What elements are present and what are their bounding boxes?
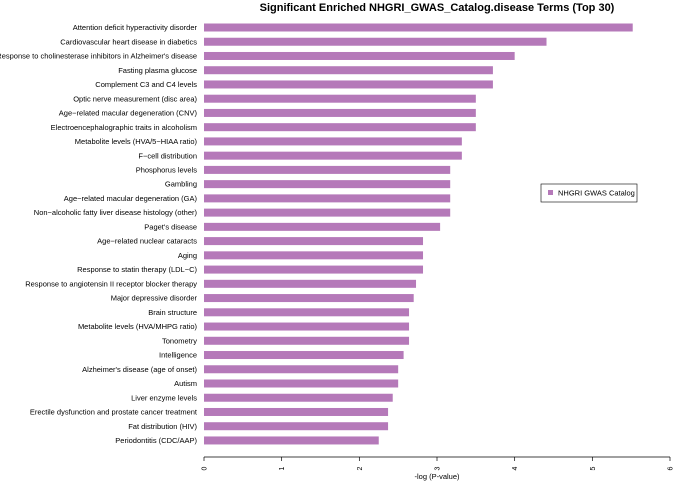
category-label: Non−alcoholic fatty liver disease histol… bbox=[34, 208, 198, 217]
bar bbox=[204, 393, 393, 402]
category-label: Autism bbox=[174, 379, 197, 388]
category-label: Paget's disease bbox=[144, 222, 197, 231]
category-label: Metabolite levels (HVA/MHPG ratio) bbox=[78, 322, 198, 331]
category-label: Erectile dysfunction and prostate cancer… bbox=[30, 408, 198, 417]
category-label: Attention deficit hyperactivity disorder bbox=[73, 23, 198, 32]
bar bbox=[204, 336, 410, 345]
category-label: Gambling bbox=[165, 180, 197, 189]
x-tick-label: 0 bbox=[202, 466, 209, 470]
x-axis: 0 1 2 3 4 5 6 bbox=[202, 456, 675, 470]
bar bbox=[204, 51, 515, 60]
category-label: Age−related nuclear cataracts bbox=[97, 237, 197, 246]
bar bbox=[204, 23, 633, 32]
bar bbox=[204, 180, 451, 189]
bar bbox=[204, 265, 424, 274]
bar bbox=[204, 222, 441, 231]
category-label: Age−related macular degeneration (GA) bbox=[64, 194, 198, 203]
category-label: Electroencephalographic traits in alcoho… bbox=[51, 123, 197, 132]
legend-swatch bbox=[548, 190, 553, 195]
bar bbox=[204, 251, 424, 260]
category-label: Cardiovascular heart disease in diabetic… bbox=[60, 37, 197, 46]
bars-group bbox=[204, 23, 633, 445]
bar bbox=[204, 165, 451, 174]
bar bbox=[204, 194, 451, 203]
x-axis-label: -log (P-value) bbox=[414, 472, 460, 481]
bar bbox=[204, 123, 476, 132]
x-tick-label: 1 bbox=[279, 466, 286, 470]
bar bbox=[204, 80, 493, 89]
bar bbox=[204, 208, 451, 217]
category-label: Fasting plasma glucose bbox=[118, 66, 197, 75]
bar bbox=[204, 279, 417, 288]
category-label: Age−related macular degeneration (CNV) bbox=[59, 109, 198, 118]
category-label: Tonometry bbox=[162, 336, 197, 345]
category-label: Major depressive disorder bbox=[111, 294, 198, 303]
bar bbox=[204, 351, 404, 360]
legend-box bbox=[540, 183, 638, 203]
bar bbox=[204, 37, 547, 46]
x-tick-label: 2 bbox=[357, 466, 364, 470]
x-tick-label: 5 bbox=[590, 466, 597, 470]
bar bbox=[204, 379, 399, 388]
bar bbox=[204, 237, 424, 246]
category-label: Intelligence bbox=[159, 351, 197, 360]
category-label: Response to cholinesterase inhibitors in… bbox=[0, 52, 197, 61]
x-tick-label: 4 bbox=[512, 466, 519, 470]
category-label: Complement C3 and C4 levels bbox=[95, 80, 197, 89]
category-label: Response to angiotensin II receptor bloc… bbox=[25, 279, 197, 288]
bar bbox=[204, 322, 410, 331]
category-label: Optic nerve measurement (disc area) bbox=[73, 94, 197, 103]
category-label: Response to statin therapy (LDL−C) bbox=[77, 265, 197, 274]
bar bbox=[204, 151, 462, 160]
category-label: Periodontitis (CDC/AAP) bbox=[115, 436, 197, 445]
bar bbox=[204, 407, 389, 416]
legend: NHGRI GWAS Catalog bbox=[540, 183, 638, 203]
bar bbox=[204, 108, 476, 117]
bar bbox=[204, 137, 462, 146]
bar bbox=[204, 365, 399, 374]
bar bbox=[204, 94, 476, 103]
bar bbox=[204, 294, 414, 303]
x-tick-label: 6 bbox=[668, 466, 675, 470]
category-label: Fat distribution (HIV) bbox=[128, 422, 197, 431]
bar bbox=[204, 422, 389, 431]
bar bbox=[204, 308, 410, 317]
bar bbox=[204, 66, 493, 75]
x-tick-label: 3 bbox=[435, 466, 442, 470]
bar bbox=[204, 436, 379, 445]
category-label: Liver enzyme levels bbox=[131, 393, 197, 402]
chart-title: Significant Enriched NHGRI_GWAS_Catalog.… bbox=[260, 2, 615, 14]
category-label: Aging bbox=[178, 251, 197, 260]
category-label: Phosphorus levels bbox=[136, 166, 198, 175]
category-label: Brain structure bbox=[148, 308, 197, 317]
category-label: Metabolite levels (HVA/5−HIAA ratio) bbox=[75, 137, 198, 146]
category-label: Alzheimer's disease (age of onset) bbox=[82, 365, 197, 374]
category-label: F−cell distribution bbox=[138, 151, 197, 160]
legend-entry: NHGRI GWAS Catalog bbox=[558, 189, 635, 198]
category-labels: Attention deficit hyperactivity disorder… bbox=[0, 23, 198, 445]
